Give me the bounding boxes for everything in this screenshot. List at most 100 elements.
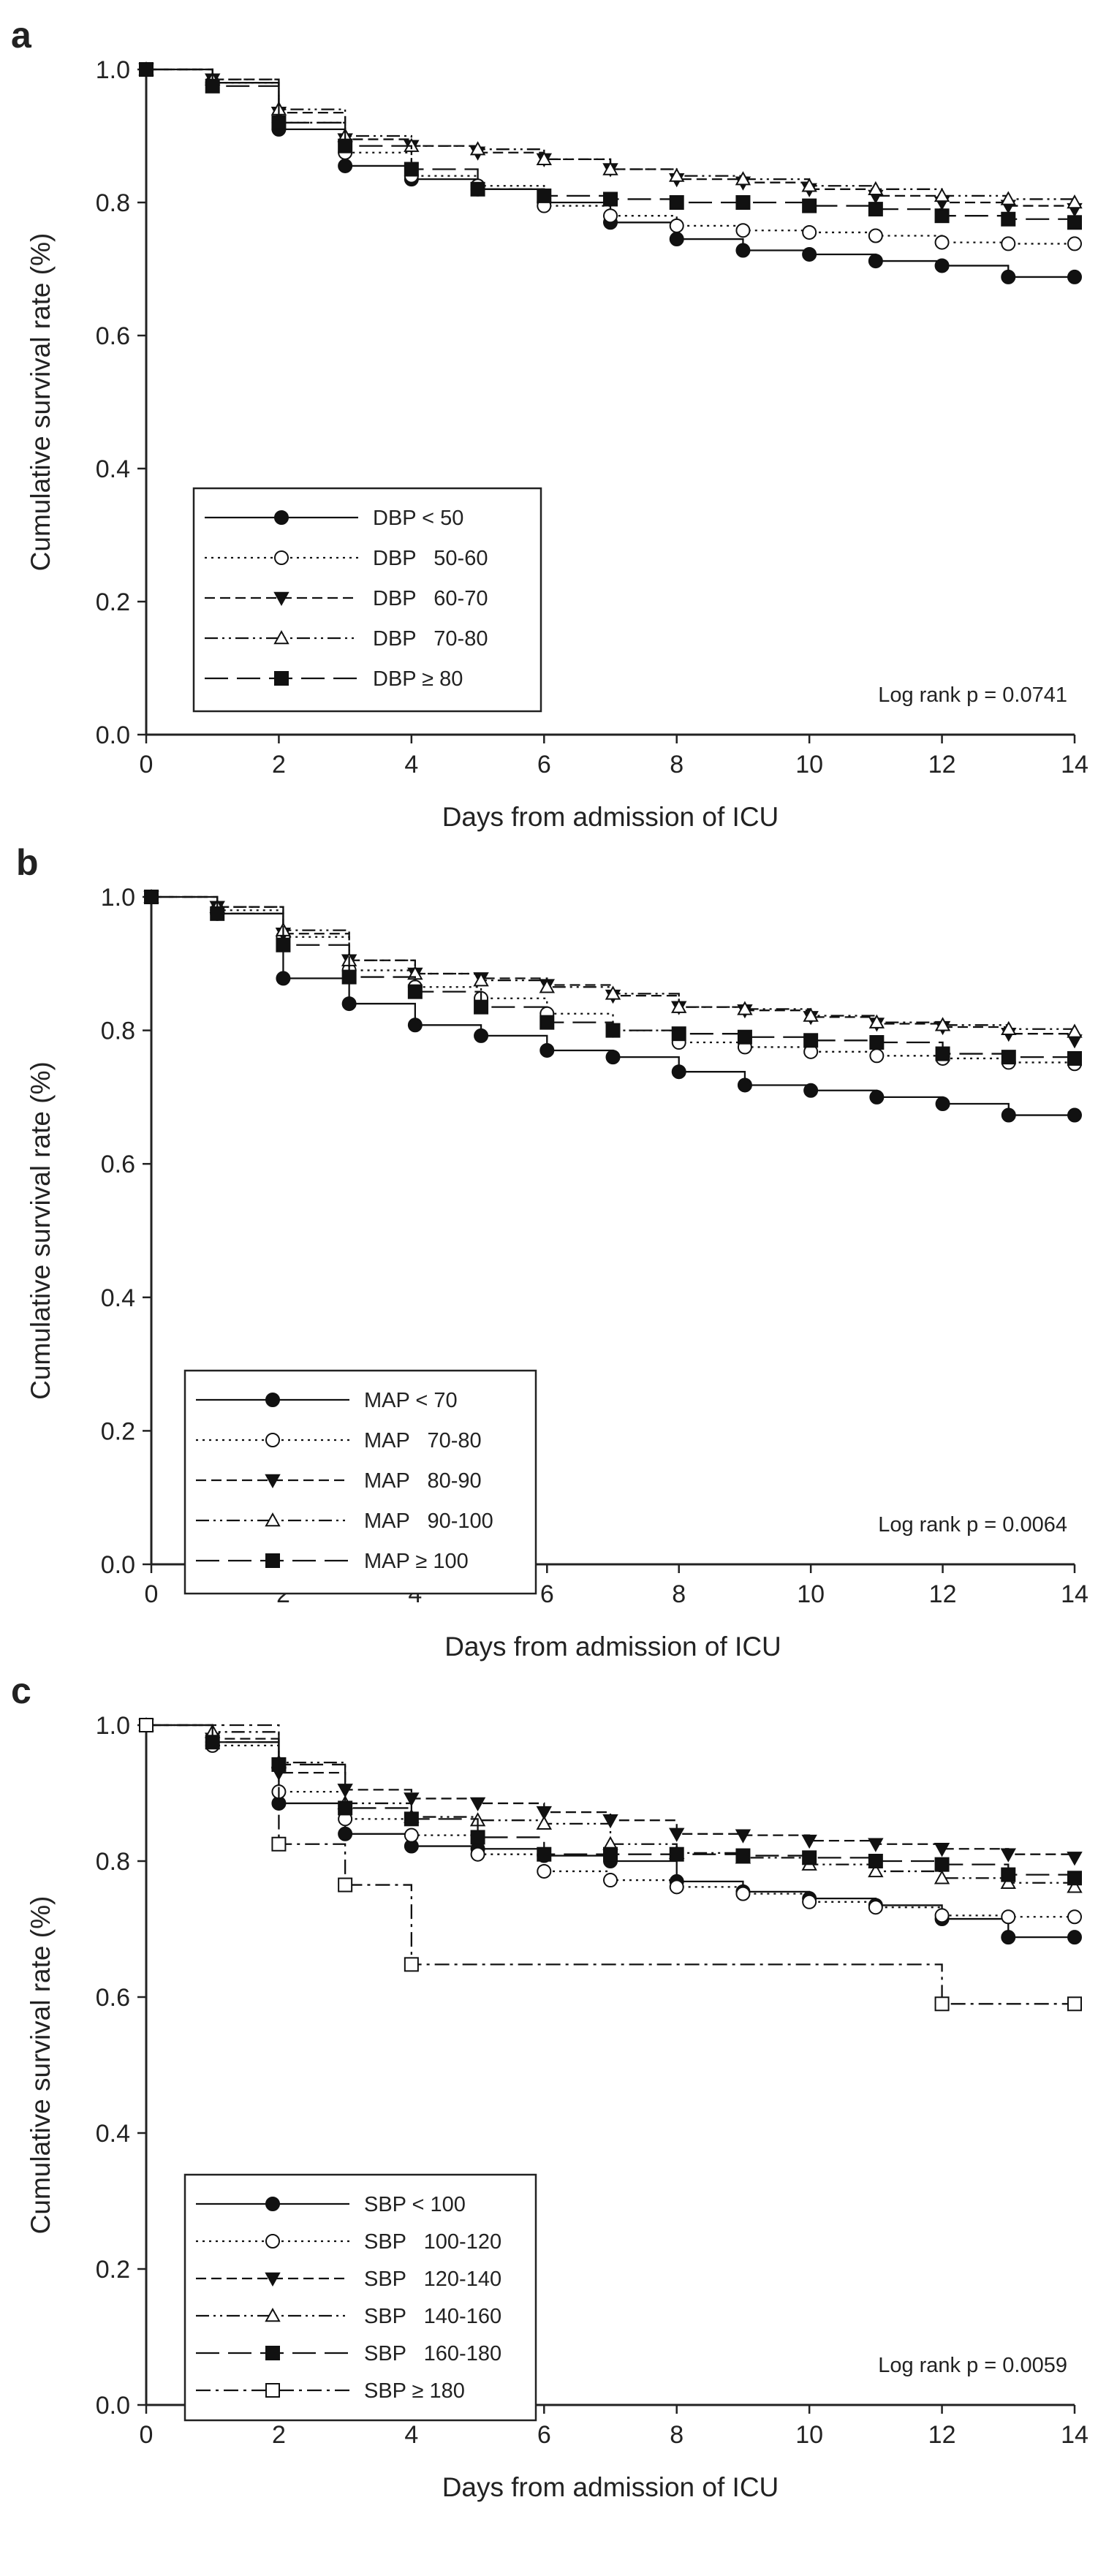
data-point <box>1067 215 1082 230</box>
data-point <box>669 195 684 210</box>
data-point <box>539 1015 555 1030</box>
x-axis-title: Days from admission of ICU <box>442 2472 779 2502</box>
x-tick-label: 12 <box>929 1580 957 1608</box>
data-point <box>803 1083 819 1098</box>
legend-label: SBP 160-180 <box>364 2342 501 2365</box>
data-point <box>869 1048 885 1064</box>
legend-marker <box>265 1553 280 1568</box>
data-point <box>271 1836 287 1852</box>
legend-label: DBP 70-80 <box>373 627 488 651</box>
data-point <box>470 181 485 197</box>
x-tick-label: 10 <box>797 1580 825 1608</box>
data-point <box>1001 1050 1016 1065</box>
legend-label: MAP < 70 <box>364 1389 458 1412</box>
data-point <box>469 141 486 156</box>
data-point <box>735 195 751 210</box>
x-axis-title: Days from admission of ICU <box>444 1632 781 1662</box>
x-tick-label: 0 <box>140 2421 154 2449</box>
y-tick-label: 0.0 <box>96 721 130 749</box>
data-point <box>1067 1909 1082 1925</box>
y-tick-label: 0.8 <box>96 189 130 217</box>
y-tick-label: 0.2 <box>96 588 130 616</box>
legend-marker <box>265 1474 281 1489</box>
data-point <box>669 1879 684 1895</box>
data-point <box>801 178 817 192</box>
data-point <box>934 1996 950 2012</box>
legend-label: DBP 60-70 <box>373 587 488 610</box>
data-point <box>205 1735 220 1750</box>
x-tick-label: 14 <box>1061 751 1088 779</box>
data-point <box>671 999 687 1013</box>
x-tick-label: 10 <box>795 751 823 779</box>
legend-label: SBP 140-160 <box>364 2305 501 2328</box>
data-point <box>868 228 883 243</box>
series-5 <box>139 1718 1082 2012</box>
data-point <box>536 1806 552 1821</box>
y-axis-title: Cumulative survival rate (%) <box>26 1896 56 2235</box>
data-point <box>1067 236 1082 251</box>
legend-marker <box>273 629 289 645</box>
data-point <box>404 162 419 177</box>
x-tick-label: 2 <box>272 2421 286 2449</box>
y-tick-label: 1.0 <box>96 56 130 84</box>
y-tick-label: 0.6 <box>101 1151 135 1178</box>
data-point <box>669 1846 684 1862</box>
data-point <box>802 1850 817 1865</box>
data-point <box>404 1957 419 1972</box>
data-point <box>669 218 684 233</box>
data-point <box>737 1029 752 1045</box>
data-point <box>802 246 817 262</box>
data-point <box>537 1863 552 1879</box>
data-point <box>868 1900 883 1915</box>
legend-marker <box>273 591 289 607</box>
y-tick-label: 0.4 <box>101 1284 135 1312</box>
x-tick-label: 4 <box>404 2421 418 2449</box>
data-point <box>1067 1930 1082 1945</box>
data-point <box>338 1877 353 1893</box>
y-tick-label: 0.0 <box>101 1551 135 1579</box>
legend-marker <box>265 2234 280 2249</box>
data-point <box>934 258 950 273</box>
data-point <box>469 1797 486 1812</box>
data-point <box>407 1018 423 1033</box>
data-point <box>1001 1020 1017 1035</box>
data-point <box>404 1792 420 1807</box>
y-tick-label: 0.6 <box>96 322 130 350</box>
log-rank-annotation: Log rank p = 0.0059 <box>878 2354 1067 2377</box>
data-point <box>536 1815 552 1830</box>
data-point <box>735 223 751 238</box>
data-point <box>735 243 751 258</box>
data-point <box>803 1033 819 1048</box>
data-point <box>803 1007 819 1022</box>
data-point <box>934 1843 950 1857</box>
series-line <box>151 895 1076 1041</box>
legend-marker <box>274 671 289 686</box>
data-point <box>868 254 883 269</box>
x-tick-label: 6 <box>540 1580 554 1608</box>
x-tick-label: 12 <box>928 2421 956 2449</box>
legend-label: DBP < 50 <box>373 507 463 530</box>
data-point <box>470 1830 485 1845</box>
data-point <box>605 1023 621 1038</box>
y-tick-label: 0.4 <box>96 455 130 483</box>
data-point <box>404 1827 419 1843</box>
data-point <box>603 1846 618 1862</box>
data-point <box>603 192 618 207</box>
legend-label: SBP < 100 <box>364 2193 466 2216</box>
series-line <box>146 68 1076 202</box>
x-tick-label: 0 <box>140 751 154 779</box>
legend-label: SBP 100-120 <box>364 2230 501 2254</box>
series-4 <box>144 890 1082 1066</box>
x-tick-label: 12 <box>928 751 956 779</box>
legend-box <box>183 2173 537 2422</box>
x-tick-label: 10 <box>795 2421 823 2449</box>
log-rank-annotation: Log rank p = 0.0064 <box>878 1513 1067 1537</box>
data-point <box>868 1014 885 1028</box>
data-point <box>338 138 353 154</box>
data-point <box>338 1800 353 1816</box>
x-axis-title: Days from admission of ICU <box>442 802 779 832</box>
data-point <box>1000 1874 1016 1889</box>
legend: SBP < 100 SBP 100-120 SBP 120-140 SBP 140-1… <box>183 2173 537 2422</box>
panel-a: a 0.0 0.2 0.4 0.6 0.8 1.0 0 2 4 6 8 10 12 14 Days from … <box>11 15 1088 832</box>
series-4 <box>139 62 1082 230</box>
